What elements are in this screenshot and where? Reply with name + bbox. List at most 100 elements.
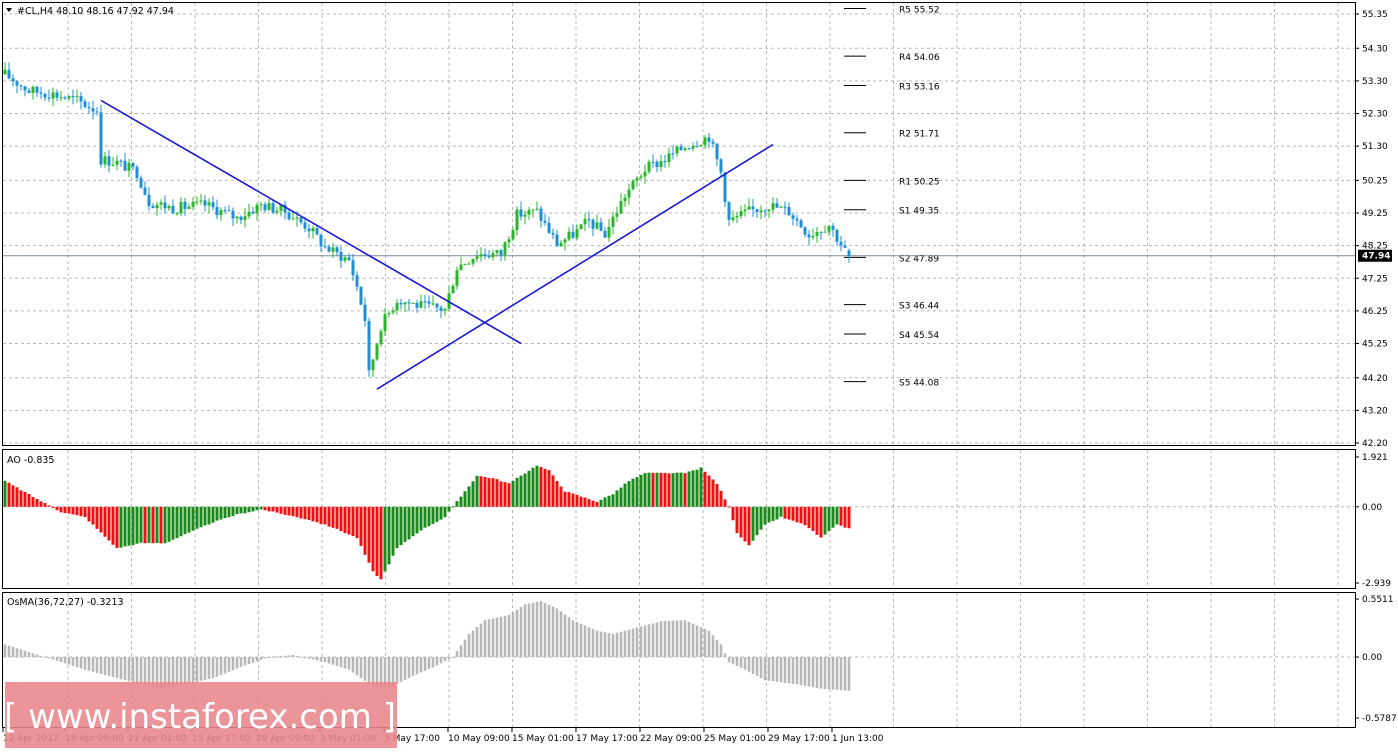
ao-bar xyxy=(563,491,567,507)
osma-bar xyxy=(215,657,219,677)
candle-body xyxy=(659,161,663,167)
ao-bar xyxy=(199,506,203,528)
ao-bar xyxy=(599,499,603,507)
candle-body xyxy=(295,217,299,219)
osma-bar xyxy=(331,657,335,665)
candle-body xyxy=(187,206,191,209)
pivot-level-label: R1 50.25 xyxy=(899,177,940,187)
candle-body xyxy=(427,301,431,304)
candle-body xyxy=(399,302,403,305)
candle-body xyxy=(563,239,567,243)
ao-bar xyxy=(791,506,795,521)
osma-bar xyxy=(451,657,455,659)
ao-bar xyxy=(323,506,327,525)
ao-bar xyxy=(63,506,67,514)
osma-bar xyxy=(527,603,531,658)
price-tick-label: 53.30 xyxy=(1362,77,1388,87)
osma-bar xyxy=(779,657,783,683)
price-tick-label: 54.30 xyxy=(1362,44,1388,54)
candle-body xyxy=(307,228,311,232)
trendline[interactable] xyxy=(100,99,522,345)
osma-bar xyxy=(351,657,355,673)
osma-bar xyxy=(191,657,195,683)
candle-body xyxy=(507,239,511,243)
candle-body xyxy=(59,97,63,99)
osma-bar xyxy=(823,657,827,689)
osma-bar xyxy=(615,632,619,658)
osma-bar xyxy=(639,626,643,658)
osma-bar xyxy=(411,657,415,677)
osma-bar xyxy=(255,657,259,662)
osma-bar xyxy=(415,657,419,675)
candle-body xyxy=(683,148,687,150)
osma-bar xyxy=(827,657,831,690)
candle-body xyxy=(367,320,371,371)
osma-bar xyxy=(663,621,667,658)
candle-body xyxy=(155,204,159,208)
osma-bar xyxy=(403,657,407,680)
osma-bar xyxy=(223,657,227,674)
osma-bar xyxy=(207,657,211,680)
osma-bar xyxy=(259,657,263,660)
osma-bar xyxy=(87,657,91,671)
candle-body xyxy=(839,241,843,246)
ao-bar xyxy=(607,495,611,507)
osma-bar xyxy=(179,657,183,686)
osma-bar xyxy=(71,657,75,666)
ao-bar xyxy=(535,465,539,507)
osma-bar xyxy=(547,604,551,658)
ao-bar xyxy=(703,471,707,507)
osma-bar xyxy=(683,620,687,658)
osma-bar xyxy=(539,601,543,658)
osma-bar xyxy=(51,657,55,660)
osma-bar xyxy=(363,657,367,681)
candle-body xyxy=(743,209,747,212)
osma-bar xyxy=(759,657,763,679)
ao-bar xyxy=(459,496,463,507)
ao-bar xyxy=(35,498,39,507)
osma-bar xyxy=(187,657,191,684)
candle-body xyxy=(723,172,727,203)
ao-bar xyxy=(139,506,143,543)
candle-body xyxy=(87,106,91,109)
osma-bar xyxy=(691,623,695,658)
candle-body xyxy=(727,202,731,220)
ao-bar xyxy=(203,506,207,526)
osma-bar xyxy=(339,657,343,668)
candle-body xyxy=(127,162,131,171)
candle-body xyxy=(255,204,259,214)
price-tick-label: 46.25 xyxy=(1362,307,1388,317)
ao-bar xyxy=(771,506,775,521)
osma-bar xyxy=(595,630,599,658)
candle-body xyxy=(31,86,35,93)
ao-bar xyxy=(555,481,559,507)
osma-bar xyxy=(227,657,231,672)
candle-body xyxy=(827,225,831,232)
candle-body xyxy=(739,211,743,217)
ao-bar xyxy=(583,497,587,507)
ao-bar xyxy=(511,480,515,507)
trendline[interactable] xyxy=(376,143,774,390)
ao-bar xyxy=(179,506,183,537)
price-tick-label: 51.30 xyxy=(1362,142,1388,152)
candle-body xyxy=(279,204,283,211)
candle-body xyxy=(471,258,475,264)
current-price-tag: 47.94 xyxy=(1358,249,1392,262)
ao-bar xyxy=(679,472,683,507)
osma-bar xyxy=(787,657,791,684)
osma-header-text: OsMA(36,72,27) -0.3213 xyxy=(7,597,124,608)
osma-bar xyxy=(767,657,771,681)
candle-body xyxy=(491,253,495,258)
ao-bar xyxy=(303,506,307,520)
ao-bar xyxy=(431,506,435,524)
ao-bar xyxy=(391,506,395,556)
ao-bar xyxy=(331,506,335,528)
main-pane-frame xyxy=(2,2,1356,446)
ao-bar xyxy=(19,490,23,507)
ao-bar xyxy=(631,478,635,507)
osma-bar xyxy=(239,657,243,668)
ao-bar xyxy=(147,506,151,543)
ao-bar xyxy=(639,474,643,507)
triangle-down-icon[interactable] xyxy=(6,8,12,12)
